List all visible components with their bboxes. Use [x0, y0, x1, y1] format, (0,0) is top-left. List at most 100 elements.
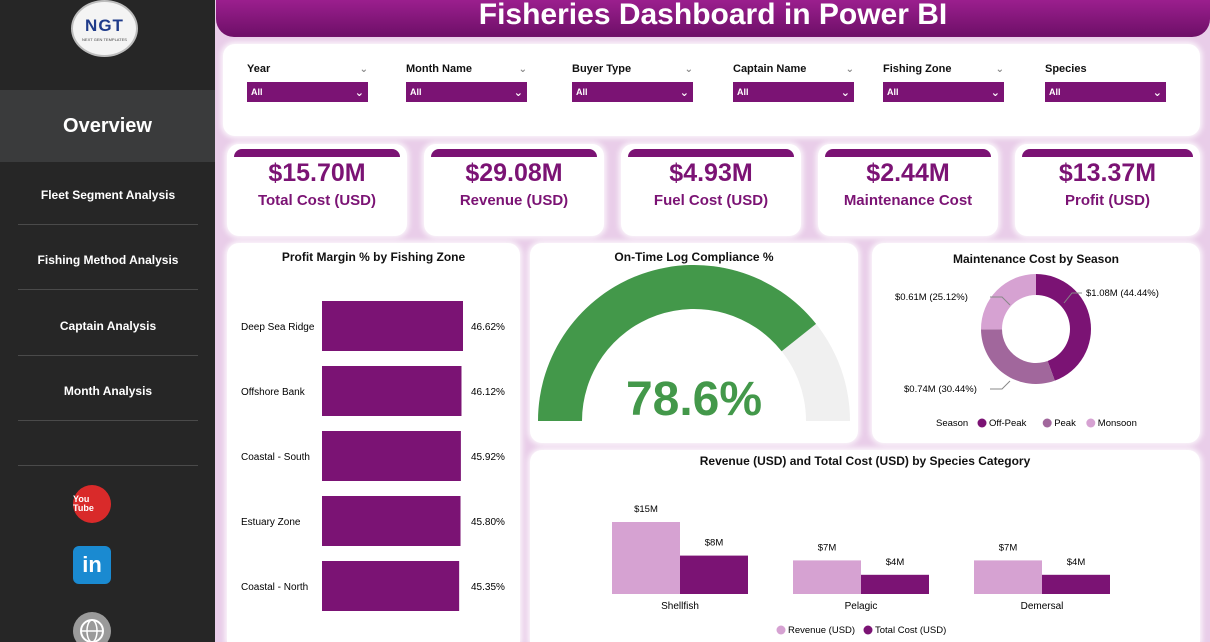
- profit-margin-card: Profit Margin % by Fishing Zone Deep Sea…: [227, 243, 520, 642]
- slice-label: $0.61M (25.12%): [895, 292, 968, 303]
- kpi-label: Total Cost (USD): [257, 192, 377, 209]
- bar: [322, 431, 461, 481]
- legend-marker: [863, 625, 873, 635]
- bar-category-label: Coastal - South: [241, 452, 310, 463]
- nav-item-captain[interactable]: Captain Analysis: [18, 296, 198, 356]
- filter-value: All: [887, 87, 899, 97]
- youtube-text: You Tube: [73, 494, 94, 513]
- filter-species[interactable]: Species All ⌄: [1045, 62, 1166, 102]
- bar: [793, 560, 861, 594]
- filter-label: Species: [1045, 63, 1087, 75]
- filter-dropdown[interactable]: All ⌄: [247, 82, 368, 102]
- filter-buyer-type[interactable]: Buyer Type ⌄ All ⌄: [572, 62, 693, 102]
- bar-value-label: 45.92%: [471, 452, 505, 463]
- filter-label: Year: [247, 63, 271, 75]
- kpi-label: Profit (USD): [1065, 192, 1150, 209]
- kpi-profit: $13.37M Profit (USD): [1015, 144, 1200, 236]
- filter-value: All: [251, 87, 263, 97]
- slice-label: $0.74M (30.44%): [904, 384, 977, 395]
- logo-subtext: NEXT GEN TEMPLATES: [82, 36, 127, 42]
- kpi-value: $15.70M: [268, 159, 366, 187]
- filter-label: Buyer Type: [572, 63, 632, 75]
- compliance-gauge: 78.6%: [538, 264, 850, 426]
- legend-label: Monsoon: [1098, 418, 1137, 429]
- kpi-label: Maintenance Cost: [843, 192, 973, 209]
- nav-item-overview[interactable]: Overview: [0, 90, 215, 162]
- legend-label: Off-Peak: [989, 418, 1027, 429]
- x-tick-label: Shellfish: [661, 601, 699, 612]
- chevron-down-icon: ⌄: [845, 63, 854, 75]
- donut-slice: [981, 329, 1055, 384]
- bar: [322, 496, 461, 546]
- kpi-value: $13.37M: [1058, 159, 1157, 187]
- chart-title: On-Time Log Compliance %: [614, 250, 774, 264]
- bar: [1042, 574, 1110, 594]
- bar-value-label: 46.62%: [471, 322, 505, 333]
- nav-item-fishing-method[interactable]: Fishing Method Analysis: [18, 230, 198, 290]
- kpi-accent: [1022, 149, 1193, 157]
- nav-item-month[interactable]: Month Analysis: [18, 361, 198, 421]
- chevron-down-icon: ⌄: [990, 86, 1000, 99]
- filter-dropdown[interactable]: All ⌄: [406, 82, 527, 102]
- slice-leader: [1063, 292, 1082, 304]
- page-title: Fisheries Dashboard in Power BI: [478, 0, 948, 31]
- bar-value-label: $4M: [1067, 557, 1086, 568]
- bar-value-label: $4M: [886, 557, 905, 568]
- filter-year[interactable]: Year ⌄ All ⌄: [247, 62, 368, 102]
- legend-marker: [1042, 418, 1052, 428]
- filters-panel: Year ⌄ All ⌄ Month Name ⌄ All ⌄ Buyer Type ⌄ …: [223, 44, 1200, 136]
- filter-value: All: [1049, 87, 1061, 97]
- kpi-revenue: $29.08M Revenue (USD): [424, 144, 604, 236]
- chart-title: Revenue (USD) and Total Cost (USD) by Sp…: [699, 454, 1031, 468]
- filter-dropdown[interactable]: All ⌄: [883, 82, 1004, 102]
- species-chart: $15M $8M Shellfish $7M $4M Pelagic $7M $4M Demer…: [612, 504, 1110, 636]
- kpi-label: Fuel Cost (USD): [653, 192, 769, 209]
- legend-marker: [1086, 418, 1096, 428]
- filter-month-name[interactable]: Month Name ⌄ All ⌄: [406, 62, 527, 102]
- nav-item-fleet-segment[interactable]: Fleet Segment Analysis: [18, 165, 198, 225]
- bar: [322, 301, 463, 351]
- bar: [322, 561, 460, 611]
- x-tick-label: Demersal: [1021, 601, 1064, 612]
- filter-fishing-zone[interactable]: Fishing Zone ⌄ All ⌄: [883, 62, 1004, 102]
- globe-icon[interactable]: [73, 612, 111, 642]
- bar-value-label: 46.12%: [471, 387, 505, 398]
- chevron-down-icon: ⌄: [359, 63, 368, 75]
- chevron-down-icon: ⌄: [518, 63, 527, 75]
- kpi-total-cost: $15.70M Total Cost (USD): [227, 144, 407, 236]
- filter-dropdown[interactable]: All ⌄: [733, 82, 854, 102]
- kpi-accent: [628, 149, 794, 157]
- kpi-accent: [825, 149, 991, 157]
- gauge-value: 78.6%: [626, 373, 762, 426]
- legend-label: Total Cost (USD): [875, 625, 946, 636]
- filter-label: Captain Name: [733, 63, 807, 75]
- chevron-down-icon: ⌄: [513, 86, 523, 99]
- filter-value: All: [576, 87, 588, 97]
- filter-dropdown[interactable]: All ⌄: [1045, 82, 1166, 102]
- bar: [861, 574, 929, 594]
- kpi-value: $29.08M: [465, 159, 563, 187]
- bar-value-label: $15M: [634, 504, 658, 515]
- bar-value-label: $7M: [999, 542, 1018, 553]
- filter-captain-name[interactable]: Captain Name ⌄ All ⌄: [733, 62, 854, 102]
- chevron-down-icon: ⌄: [354, 86, 364, 99]
- bar-category-label: Estuary Zone: [241, 517, 301, 528]
- slice-leader: [990, 380, 1011, 390]
- bar-value-label: 45.80%: [471, 517, 505, 528]
- sidebar-divider: [18, 465, 198, 466]
- chart-title: Maintenance Cost by Season: [952, 252, 1120, 266]
- filter-dropdown[interactable]: All ⌄: [572, 82, 693, 102]
- bar-value-label: $7M: [818, 542, 837, 553]
- globe-svg: [80, 619, 104, 642]
- kpi-accent: [234, 149, 400, 157]
- chevron-down-icon: ⌄: [995, 63, 1004, 75]
- species-card: Revenue (USD) and Total Cost (USD) by Sp…: [530, 450, 1200, 642]
- filter-label: Month Name: [406, 63, 472, 75]
- maintenance-season-card: Maintenance Cost by Season $1.08M (44.44…: [872, 243, 1200, 443]
- linkedin-icon[interactable]: in: [73, 546, 111, 584]
- kpi-accent: [431, 149, 597, 157]
- donut-slice: [1036, 274, 1091, 381]
- youtube-icon[interactable]: You Tube: [73, 485, 111, 523]
- bar-value-label: $8M: [705, 538, 724, 549]
- kpi-value: $4.93M: [669, 159, 753, 187]
